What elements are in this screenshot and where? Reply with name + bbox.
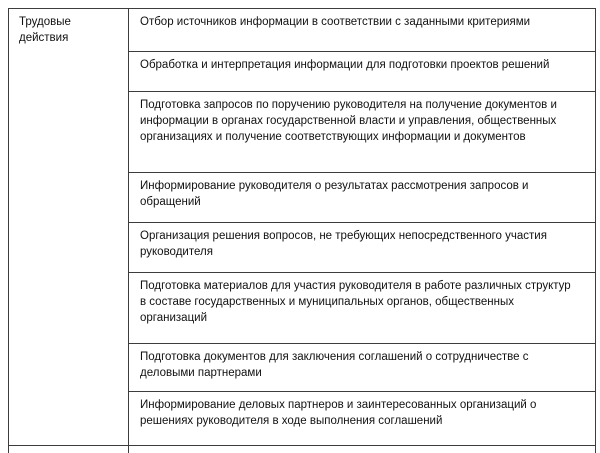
table-cell: Отбор источников информации в соответств… bbox=[128, 8, 596, 52]
table-row: Подготовка документов для заключения сог… bbox=[9, 343, 596, 392]
row-header-cell: Трудовые действия bbox=[8, 8, 129, 446]
next-section-cell bbox=[128, 445, 596, 453]
row-header-label: Трудовые действия bbox=[19, 16, 71, 44]
table-cell: Организация решения вопросов, не требующ… bbox=[128, 222, 596, 273]
table-row: Трудовые действия Отбор источников инфор… bbox=[8, 8, 596, 446]
table-row: Подготовка материалов для участия руково… bbox=[9, 272, 596, 344]
labor-actions-table: Трудовые действия Отбор источников инфор… bbox=[8, 8, 596, 453]
table-row: Подготовка запросов по поручению руковод… bbox=[9, 91, 596, 173]
table-row: Информирование руководителя о результата… bbox=[9, 172, 596, 223]
next-section-header-cell bbox=[8, 445, 129, 453]
table-row: Организация решения вопросов, не требующ… bbox=[9, 222, 596, 273]
table-row: Обработка и интерпретация информации для… bbox=[9, 51, 596, 92]
table-cell: Информирование руководителя о результата… bbox=[128, 172, 596, 223]
table-cell: Подготовка запросов по поручению руковод… bbox=[128, 91, 596, 173]
table-row-cutoff bbox=[8, 445, 596, 453]
table-cell: Подготовка материалов для участия руково… bbox=[128, 272, 596, 344]
table-row: Информирование деловых партнеров и заинт… bbox=[9, 391, 596, 446]
table-cell: Подготовка документов для заключения сог… bbox=[128, 343, 596, 392]
table-cell: Обработка и интерпретация информации для… bbox=[128, 51, 596, 92]
table-cell: Информирование деловых партнеров и заинт… bbox=[128, 391, 596, 446]
